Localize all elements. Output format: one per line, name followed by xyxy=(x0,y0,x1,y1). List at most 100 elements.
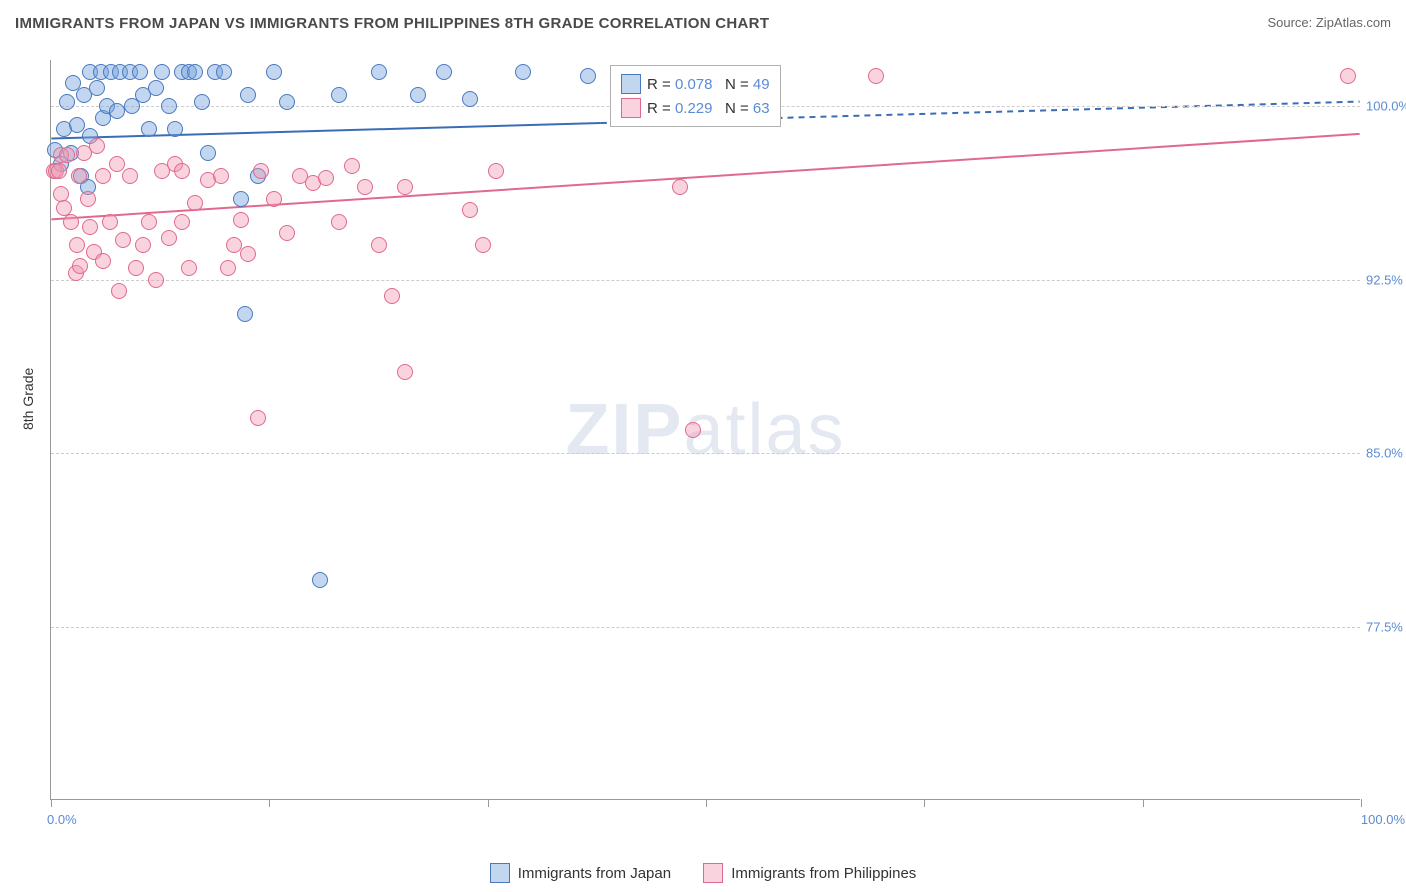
data-point xyxy=(187,195,203,211)
data-point xyxy=(109,103,125,119)
data-point xyxy=(384,288,400,304)
correlation-legend-row: R = 0.229 N = 63 xyxy=(621,96,770,120)
chart-title: IMMIGRANTS FROM JAPAN VS IMMIGRANTS FROM… xyxy=(15,15,769,32)
data-point xyxy=(128,260,144,276)
x-tick-mark xyxy=(924,799,925,807)
data-point xyxy=(69,237,85,253)
x-tick-label-max: 100.0% xyxy=(1361,812,1405,827)
data-point xyxy=(181,260,197,276)
data-point xyxy=(685,422,701,438)
chart-plot-area: ZIPatlas 100.0%92.5%85.0%77.5%0.0%100.0% xyxy=(50,60,1360,800)
data-point xyxy=(868,68,884,84)
legend-swatch xyxy=(621,98,641,118)
data-point xyxy=(357,179,373,195)
data-point xyxy=(233,212,249,228)
watermark-zip: ZIP xyxy=(565,390,683,470)
source-name: ZipAtlas.com xyxy=(1316,15,1391,30)
data-point xyxy=(122,168,138,184)
x-tick-mark xyxy=(51,799,52,807)
legend-label-philippines: Immigrants from Philippines xyxy=(731,865,916,882)
data-point xyxy=(331,214,347,230)
legend-swatch-philippines xyxy=(703,863,723,883)
data-point xyxy=(59,94,75,110)
data-point xyxy=(266,191,282,207)
data-point xyxy=(102,214,118,230)
legend-stats: R = 0.078 N = 49 xyxy=(647,76,770,93)
data-point xyxy=(132,64,148,80)
x-tick-mark xyxy=(1143,799,1144,807)
data-point xyxy=(279,225,295,241)
data-point xyxy=(200,145,216,161)
data-point xyxy=(312,572,328,588)
data-point xyxy=(194,94,210,110)
x-tick-mark xyxy=(706,799,707,807)
data-point xyxy=(371,64,387,80)
data-point xyxy=(266,64,282,80)
data-point xyxy=(250,410,266,426)
data-point xyxy=(80,191,96,207)
legend-item-philippines: Immigrants from Philippines xyxy=(703,863,916,883)
source-prefix: Source: xyxy=(1267,15,1315,30)
data-point xyxy=(187,64,203,80)
data-point xyxy=(69,117,85,133)
data-point xyxy=(135,237,151,253)
data-point xyxy=(59,147,75,163)
data-point xyxy=(237,306,253,322)
data-point xyxy=(174,163,190,179)
watermark-atlas: atlas xyxy=(683,390,845,470)
data-point xyxy=(95,168,111,184)
data-point xyxy=(148,80,164,96)
data-point xyxy=(167,121,183,137)
legend-swatch-japan xyxy=(490,863,510,883)
data-point xyxy=(233,191,249,207)
data-point xyxy=(72,258,88,274)
data-point xyxy=(253,163,269,179)
data-point xyxy=(1340,68,1356,84)
gridline-h xyxy=(51,627,1360,628)
gridline-h xyxy=(51,453,1360,454)
legend-item-japan: Immigrants from Japan xyxy=(490,863,671,883)
data-point xyxy=(397,364,413,380)
y-tick-label: 85.0% xyxy=(1366,446,1406,461)
y-axis-label: 8th Grade xyxy=(20,368,36,430)
data-point xyxy=(475,237,491,253)
data-point xyxy=(220,260,236,276)
data-point xyxy=(82,219,98,235)
data-point xyxy=(89,80,105,96)
data-point xyxy=(216,64,232,80)
correlation-legend-row: R = 0.078 N = 49 xyxy=(621,72,770,96)
data-point xyxy=(89,138,105,154)
x-tick-label-min: 0.0% xyxy=(47,812,77,827)
data-point xyxy=(318,170,334,186)
data-point xyxy=(115,232,131,248)
data-point xyxy=(213,168,229,184)
data-point xyxy=(141,214,157,230)
data-point xyxy=(331,87,347,103)
data-point xyxy=(436,64,452,80)
gridline-h xyxy=(51,280,1360,281)
data-point xyxy=(71,168,87,184)
data-point xyxy=(515,64,531,80)
data-point xyxy=(111,283,127,299)
data-point xyxy=(148,272,164,288)
data-point xyxy=(109,156,125,172)
legend-swatch xyxy=(621,74,641,94)
x-tick-mark xyxy=(269,799,270,807)
data-point xyxy=(161,230,177,246)
data-point xyxy=(672,179,688,195)
data-point xyxy=(161,98,177,114)
y-tick-label: 100.0% xyxy=(1366,99,1406,114)
y-tick-label: 77.5% xyxy=(1366,619,1406,634)
legend-stats: R = 0.229 N = 63 xyxy=(647,100,770,117)
data-point xyxy=(141,121,157,137)
source-label: Source: ZipAtlas.com xyxy=(1267,15,1391,30)
correlation-legend: R = 0.078 N = 49 R = 0.229 N = 63 xyxy=(610,65,781,127)
data-point xyxy=(371,237,387,253)
data-point xyxy=(240,246,256,262)
data-point xyxy=(95,253,111,269)
data-point xyxy=(279,94,295,110)
y-tick-label: 92.5% xyxy=(1366,272,1406,287)
trend-lines xyxy=(51,60,1360,799)
data-point xyxy=(580,68,596,84)
data-point xyxy=(397,179,413,195)
